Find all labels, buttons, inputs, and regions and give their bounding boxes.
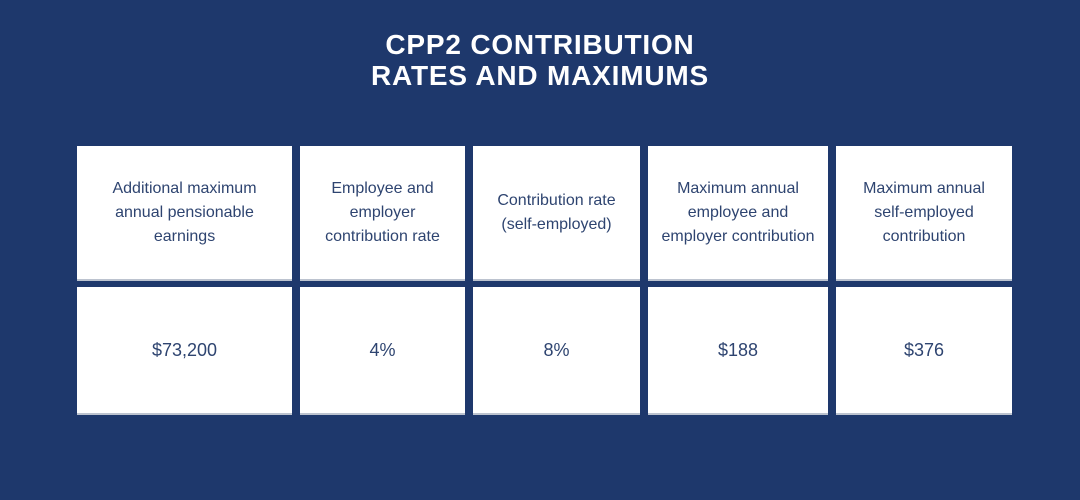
contribution-table: Additional maximum annual pensionable ea… [77, 146, 1012, 415]
page-title-line2: Rates and Maximums [371, 60, 709, 91]
value-employee-employer-rate: 4% [300, 287, 465, 415]
column-header-max-employee-employer-contribution: Maximum annual employee and employer con… [648, 146, 828, 281]
column-header-max-self-employed-contribution: Maximum annual self-employed contributio… [836, 146, 1012, 281]
value-max-employee-employer-contribution: $188 [648, 287, 828, 415]
column-header-employee-employer-rate: Employee and employer contribution rate [300, 146, 465, 281]
column-header-pensionable-earnings: Additional maximum annual pensionable ea… [77, 146, 292, 281]
value-max-self-employed-contribution: $376 [836, 287, 1012, 415]
column-header-self-employed-rate: Contribution rate (self-employed) [473, 146, 640, 281]
value-pensionable-earnings: $73,200 [77, 287, 292, 415]
page-title-line1: CPP2 Contribution [385, 29, 695, 60]
value-self-employed-rate: 8% [473, 287, 640, 415]
page-title: CPP2 Contribution Rates and Maximums [0, 29, 1080, 91]
